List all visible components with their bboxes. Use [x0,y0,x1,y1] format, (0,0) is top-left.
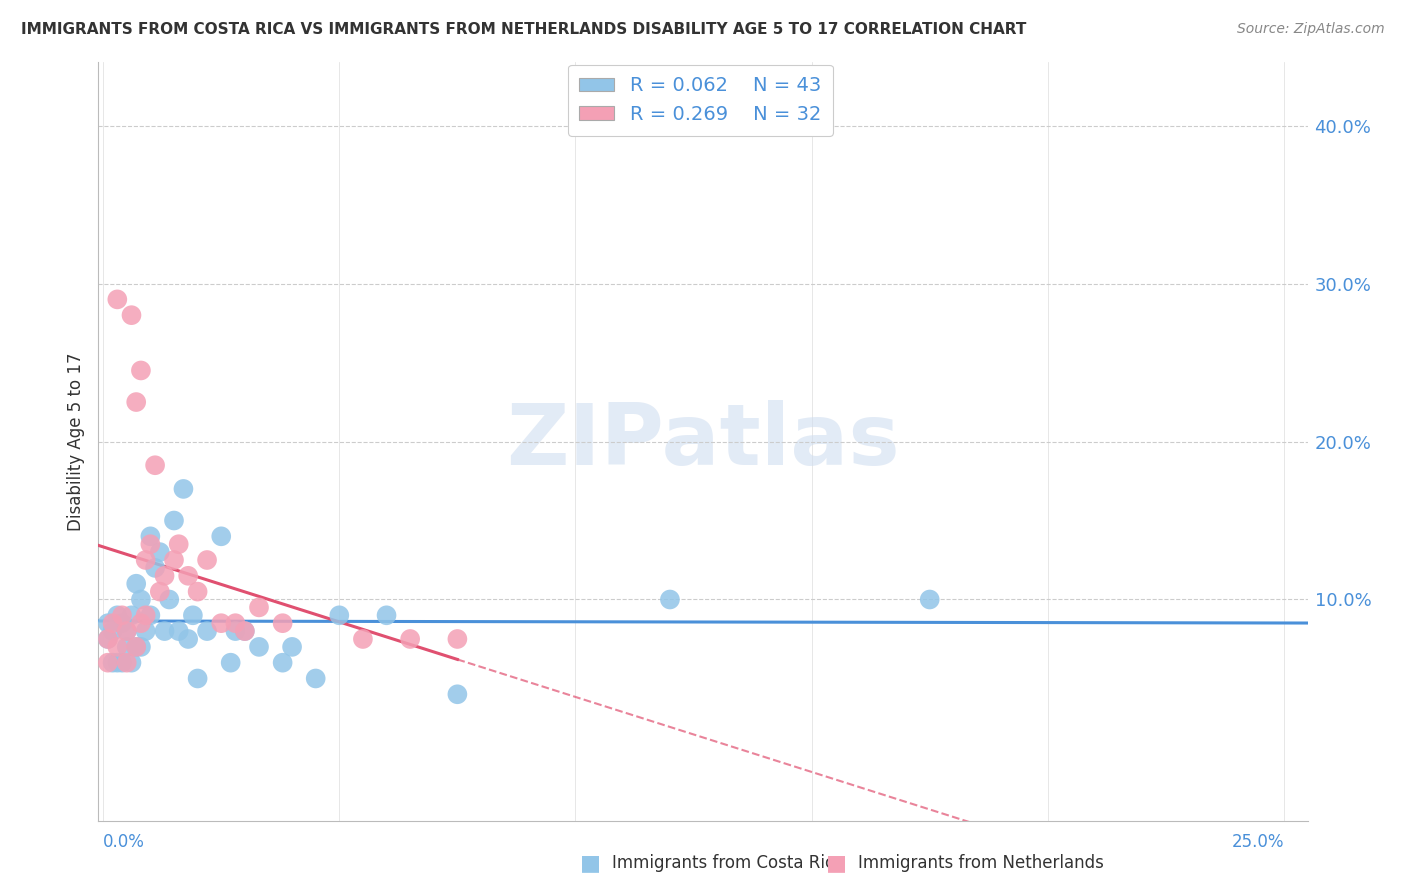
Point [105,656,128,670]
Point [352,632,374,646]
Point [219,656,242,670]
Y-axis label: Disability Age 5 to 17: Disability Age 5 to 17 [66,352,84,531]
Text: ZIPatlas: ZIPatlas [506,400,900,483]
Point [172,482,194,496]
Point [125,640,148,654]
Point [187,584,209,599]
Point [153,569,176,583]
Point [105,293,128,307]
Point [105,608,128,623]
Point [121,608,143,623]
Point [305,672,328,686]
Point [125,395,148,409]
Point [143,561,166,575]
Point [139,537,162,551]
Point [125,640,148,654]
Point [97,616,120,631]
Point [129,640,152,654]
Point [328,608,350,623]
Text: 25.0%: 25.0% [1232,833,1284,851]
Point [101,624,124,639]
Point [111,656,134,670]
Point [97,632,120,646]
Point [115,656,138,670]
Point [167,624,190,639]
Point [209,616,232,631]
Point [157,592,180,607]
Point [247,640,270,654]
Point [153,624,176,639]
Point [135,624,157,639]
Point [375,608,398,623]
Point [195,624,218,639]
Point [111,608,134,623]
Point [135,553,157,567]
Point [918,592,941,607]
Point [247,600,270,615]
Text: ■: ■ [827,854,846,873]
Text: Immigrants from Costa Rica: Immigrants from Costa Rica [612,855,844,872]
Point [224,624,246,639]
Point [177,569,200,583]
Point [125,576,148,591]
Point [97,656,120,670]
Text: 0.0%: 0.0% [103,833,145,851]
Point [115,640,138,654]
Point [139,529,162,543]
Point [149,545,172,559]
Text: IMMIGRANTS FROM COSTA RICA VS IMMIGRANTS FROM NETHERLANDS DISABILITY AGE 5 TO 17: IMMIGRANTS FROM COSTA RICA VS IMMIGRANTS… [21,22,1026,37]
Point [167,537,190,551]
Point [121,308,143,322]
Point [177,632,200,646]
Point [224,616,246,631]
Point [399,632,422,646]
Point [446,632,468,646]
Point [163,553,186,567]
Point [115,624,138,639]
Point [187,672,209,686]
Point [209,529,232,543]
Point [129,616,152,631]
Legend: R = 0.062    N = 43, R = 0.269    N = 32: R = 0.062 N = 43, R = 0.269 N = 32 [568,64,832,136]
Point [129,592,152,607]
Point [281,640,304,654]
Point [181,608,204,623]
Point [658,592,681,607]
Point [195,553,218,567]
Point [233,624,256,639]
Text: Immigrants from Netherlands: Immigrants from Netherlands [858,855,1104,872]
Point [271,656,294,670]
Point [121,656,143,670]
Point [143,458,166,473]
Point [163,514,186,528]
Point [105,640,128,654]
Point [149,584,172,599]
Point [271,616,294,631]
Point [135,608,157,623]
Text: Source: ZipAtlas.com: Source: ZipAtlas.com [1237,22,1385,37]
Point [139,608,162,623]
Point [233,624,256,639]
Text: ■: ■ [581,854,600,873]
Point [97,632,120,646]
Point [101,656,124,670]
Point [446,687,468,701]
Point [115,624,138,639]
Point [129,363,152,377]
Point [101,616,124,631]
Point [111,616,134,631]
